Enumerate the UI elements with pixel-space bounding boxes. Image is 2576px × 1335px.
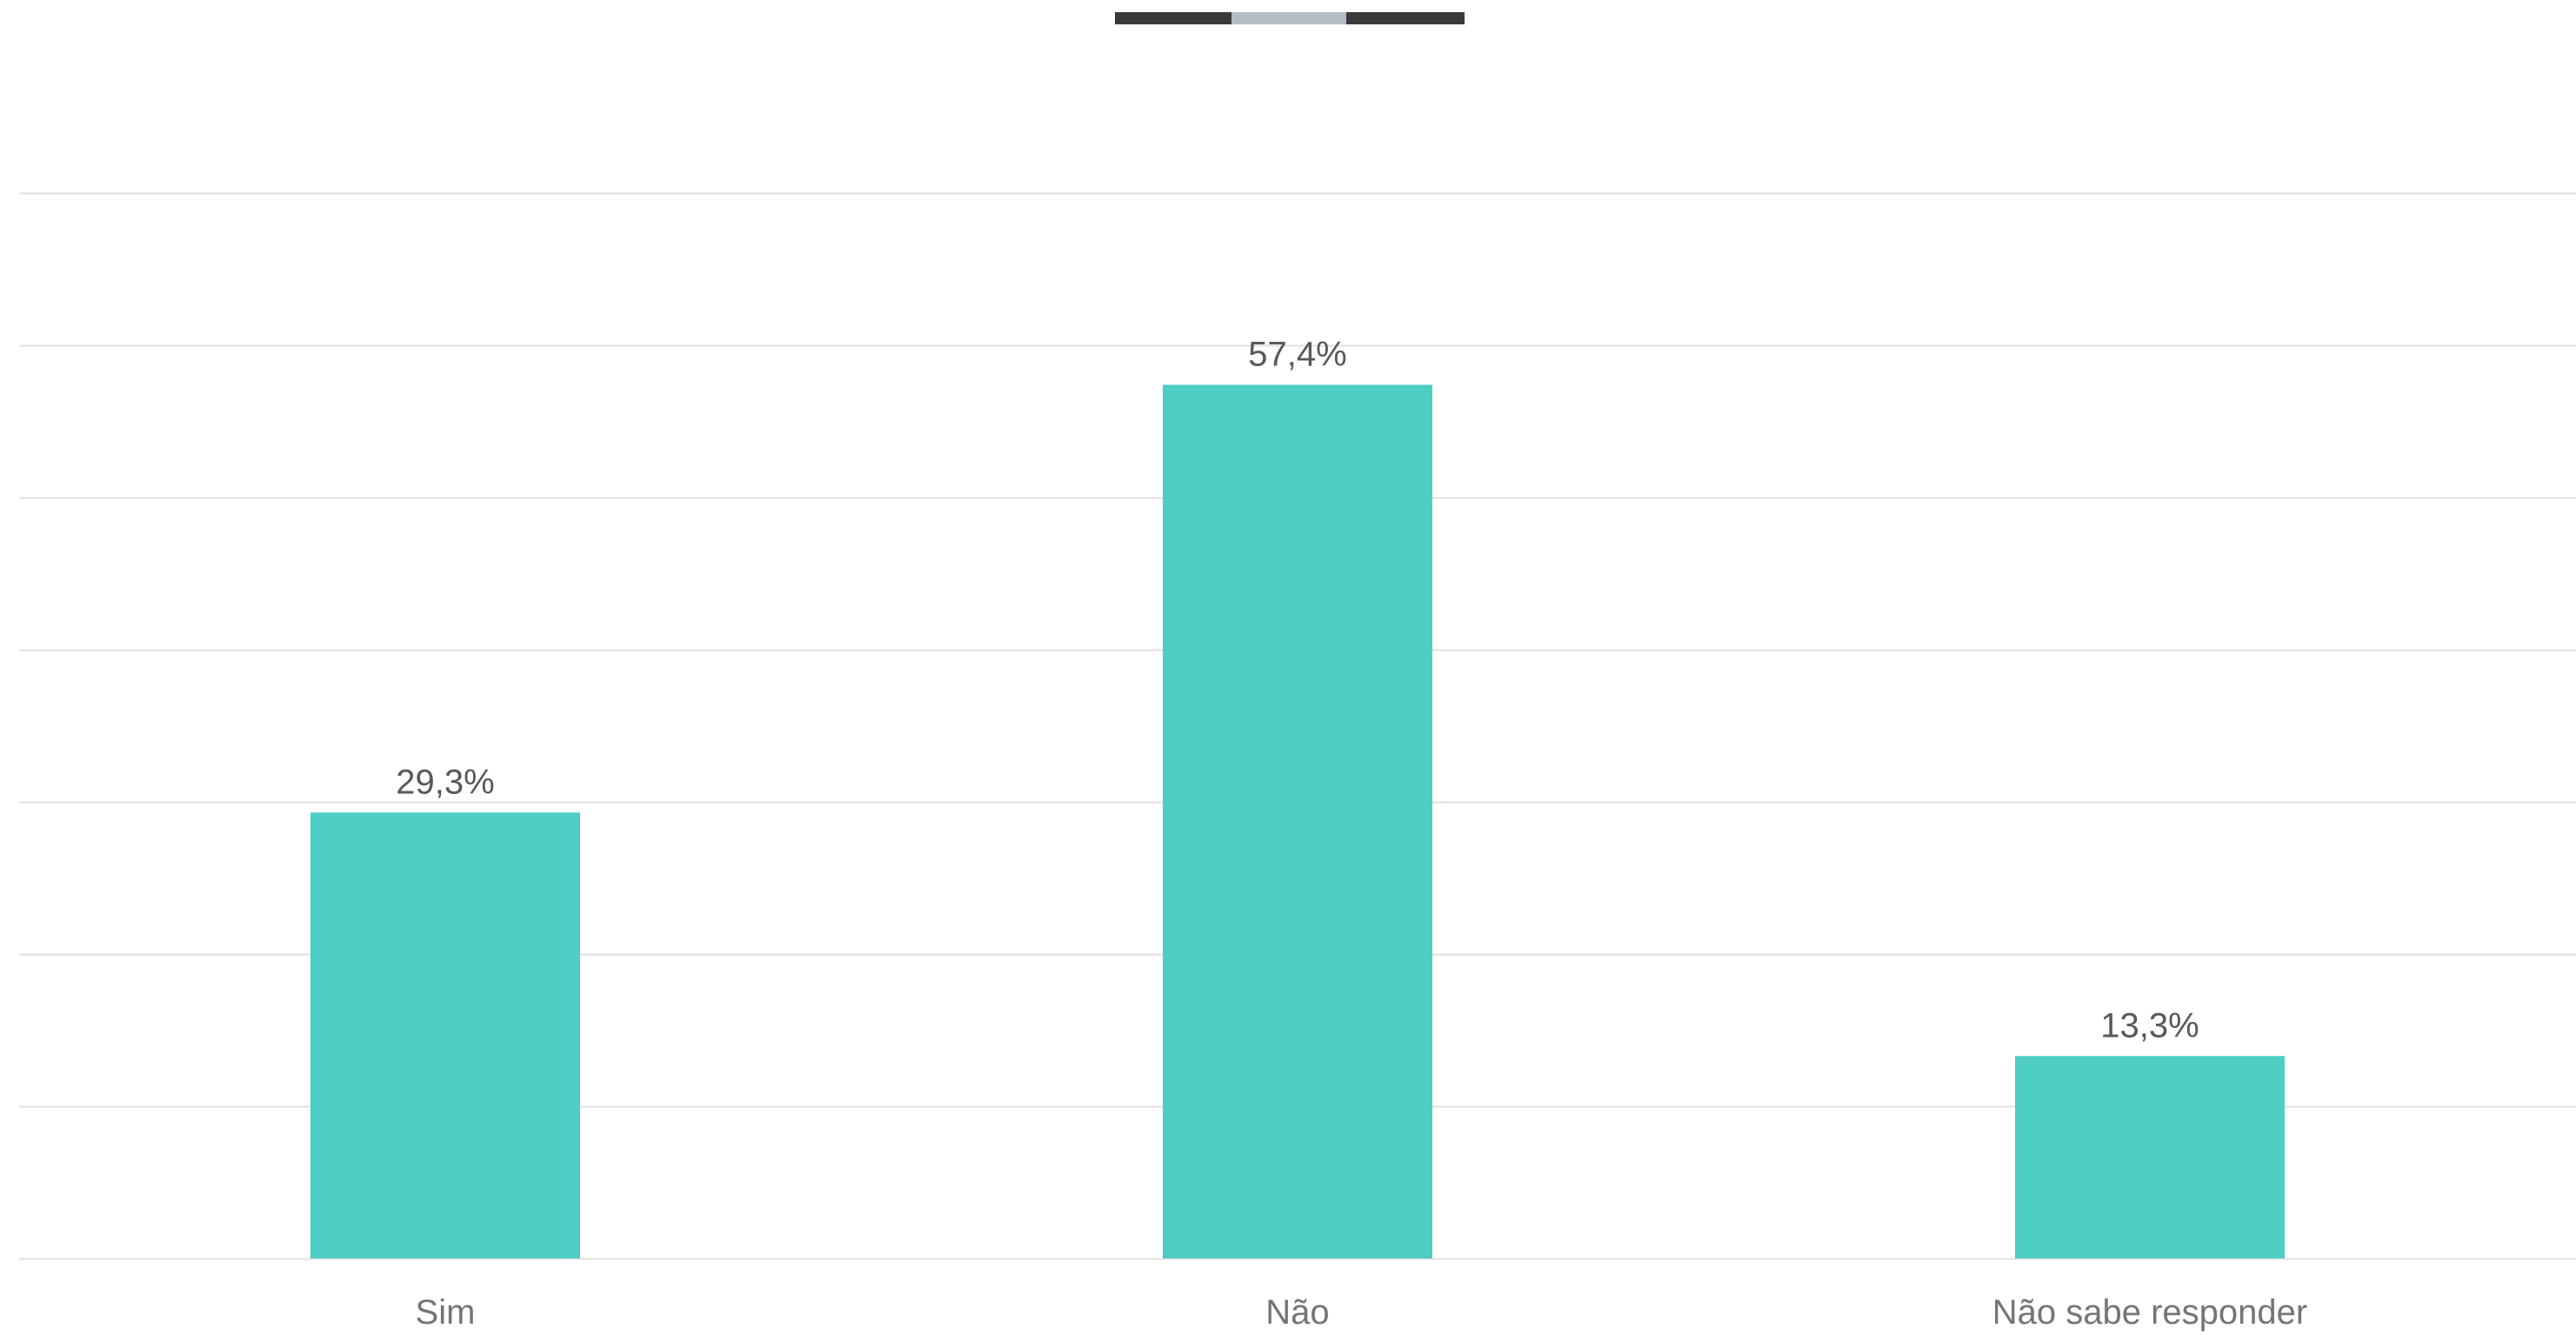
legend-swatch-segment bbox=[1115, 12, 1231, 24]
bar bbox=[1163, 384, 1432, 1258]
data-label: 29,3% bbox=[396, 763, 494, 801]
legend bbox=[1115, 12, 1465, 24]
data-labels: 29,3% 57,4% 13,3% bbox=[396, 336, 2199, 1045]
data-label: 57,4% bbox=[1248, 336, 1346, 374]
x-tick-label: Não sabe responder bbox=[1992, 1293, 2307, 1332]
data-label: 13,3% bbox=[2100, 1006, 2199, 1045]
category-axis: Sim Não Não sabe responder bbox=[416, 1293, 2308, 1332]
bars bbox=[310, 384, 2285, 1258]
legend-swatch-segment bbox=[1231, 12, 1346, 24]
bar bbox=[2015, 1056, 2285, 1258]
x-tick-label: Não bbox=[1265, 1293, 1329, 1332]
bar bbox=[310, 812, 580, 1258]
legend-swatch-segment bbox=[1346, 12, 1465, 24]
x-tick-label: Sim bbox=[416, 1293, 476, 1332]
